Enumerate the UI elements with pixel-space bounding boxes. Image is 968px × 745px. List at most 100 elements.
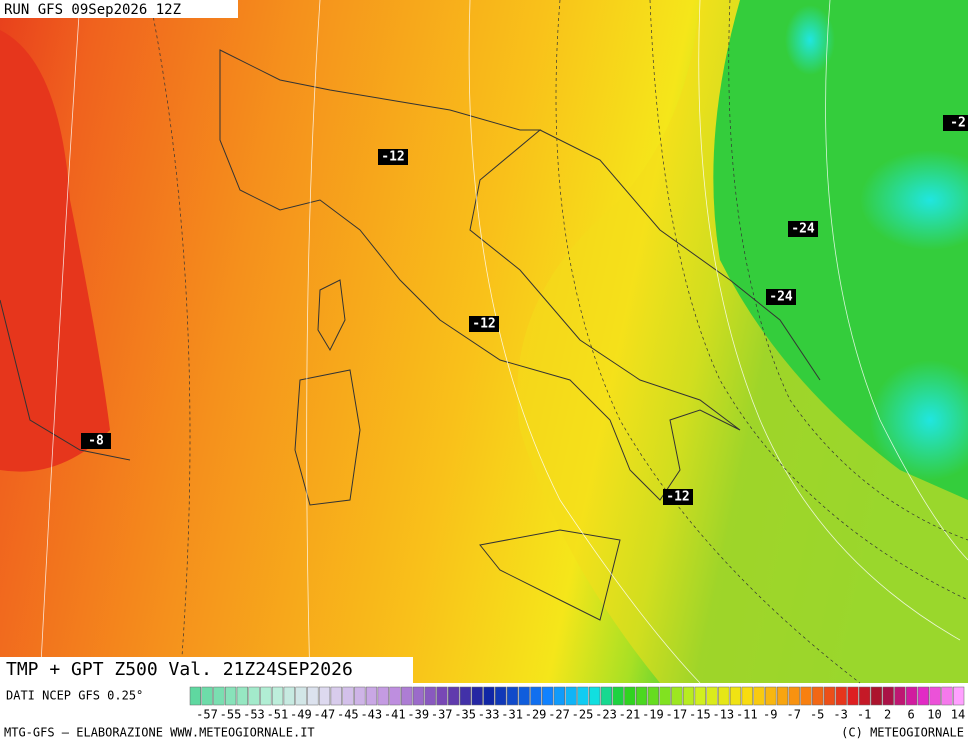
legend-swatch — [835, 686, 847, 706]
isotherm-label-bg — [766, 289, 796, 305]
legend-label: -37 — [431, 708, 453, 722]
legend-label: -13 — [712, 708, 734, 722]
legend-swatch — [800, 686, 812, 706]
isotherm-label-bg — [663, 489, 693, 505]
legend-swatch — [553, 686, 566, 706]
legend-swatch — [917, 686, 930, 706]
run-label: RUN GFS 09Sep2026 12Z — [4, 2, 181, 18]
legend-swatch — [412, 686, 425, 706]
legend-swatch — [436, 686, 448, 706]
legend-swatch — [929, 686, 941, 706]
legend-swatch — [495, 686, 507, 706]
legend-swatch — [377, 686, 389, 706]
legend-label: 10 — [927, 708, 941, 722]
legend-swatch — [471, 686, 483, 706]
legend-swatch — [260, 686, 272, 706]
legend-swatch — [588, 686, 601, 706]
title-box — [0, 657, 413, 683]
legend-label: -41 — [384, 708, 406, 722]
legend-swatch — [295, 686, 307, 706]
legend-swatch — [741, 686, 753, 706]
legend-swatch — [753, 686, 765, 706]
cold-core — [860, 150, 968, 250]
legend-label: -43 — [360, 708, 382, 722]
legend-swatch — [788, 686, 800, 706]
map-title: TMP + GPT Z500 Val. 21Z24SEP2026 — [6, 659, 353, 680]
legend-label: 14 — [951, 708, 965, 722]
legend-swatch — [342, 686, 354, 706]
legend-swatch — [189, 686, 201, 706]
legend-swatch — [236, 686, 248, 706]
legend-label: -15 — [689, 708, 711, 722]
isotherm-label: -12 — [472, 317, 495, 332]
legend-label: -29 — [525, 708, 547, 722]
legend-swatch — [542, 686, 554, 706]
legend-swatch — [506, 686, 519, 706]
legend-swatch — [248, 686, 260, 706]
legend-swatch — [600, 686, 612, 706]
isotherm-label: -2 — [950, 116, 966, 131]
legend-swatch — [448, 686, 460, 706]
legend-swatch — [271, 686, 284, 706]
isotherm-label: -24 — [791, 222, 815, 237]
legend-swatch — [694, 686, 706, 706]
legend-swatch — [577, 686, 589, 706]
isotherm-label-bg — [378, 149, 408, 165]
legend-label: 2 — [884, 708, 891, 722]
legend-swatch — [682, 686, 695, 706]
legend-label: -11 — [736, 708, 758, 722]
legend-swatch — [283, 686, 295, 706]
geopotential-lines — [39, 0, 968, 684]
legend-label: -55 — [220, 708, 242, 722]
legend-label: -35 — [454, 708, 476, 722]
legend-swatch — [823, 686, 836, 706]
legend-swatch — [729, 686, 742, 706]
isotherm-label: -12 — [666, 490, 689, 505]
footer-right: (C) METEOGIORNALE — [841, 726, 964, 740]
legend-swatch — [894, 686, 906, 706]
legend-swatch — [635, 686, 648, 706]
warm-area — [0, 30, 110, 472]
legend-swatch — [424, 686, 436, 706]
legend-label: -47 — [314, 708, 336, 722]
legend-swatch — [706, 686, 718, 706]
legend-swatch — [565, 686, 577, 706]
legend-swatch — [882, 686, 894, 706]
legend-swatch — [624, 686, 636, 706]
isotherm-label: -24 — [769, 290, 793, 305]
legend-swatch — [330, 686, 342, 706]
map: -12 -12 -12 -24 -24 -8 -2 — [0, 0, 968, 684]
legend-swatch — [870, 686, 883, 706]
legend-swatch — [401, 686, 413, 706]
legend-swatch — [953, 686, 965, 706]
legend-label: -21 — [619, 708, 641, 722]
color-legend: -57 -55 -53 -51 -49 -47 -45 -43 -41 -39 -37 -35 -33-… — [189, 686, 965, 722]
source-label: DATI NCEP GFS 0.25° — [6, 689, 143, 703]
legend-label: -49 — [290, 708, 312, 722]
isotherm-label-bg — [943, 115, 968, 131]
legend-swatch — [459, 686, 472, 706]
legend-swatch — [213, 686, 225, 706]
legend-label: -17 — [666, 708, 688, 722]
legend-swatch — [483, 686, 495, 706]
legend-label: -27 — [548, 708, 570, 722]
legend-swatch — [765, 686, 777, 706]
legend-label: -9 — [763, 708, 777, 722]
legend-swatch — [530, 686, 542, 706]
legend-label: -51 — [267, 708, 289, 722]
legend-swatch — [365, 686, 378, 706]
legend-label: -7 — [786, 708, 800, 722]
legend-swatch — [224, 686, 237, 706]
legend-swatch — [659, 686, 671, 706]
legend-swatch — [812, 686, 824, 706]
legend-swatch — [671, 686, 683, 706]
legend-label: -57 — [196, 708, 218, 722]
footer-left: MTG-GFS – ELABORAZIONE WWW.METEOGIORNALE… — [4, 726, 315, 740]
isotherm-label: -12 — [381, 150, 404, 165]
isotherm-labels: -12 -12 -12 -24 -24 -8 -2 — [81, 115, 968, 505]
legend-label: -23 — [595, 708, 617, 722]
legend-label: -25 — [572, 708, 594, 722]
legend-swatch — [859, 686, 871, 706]
legend-label: 6 — [907, 708, 914, 722]
